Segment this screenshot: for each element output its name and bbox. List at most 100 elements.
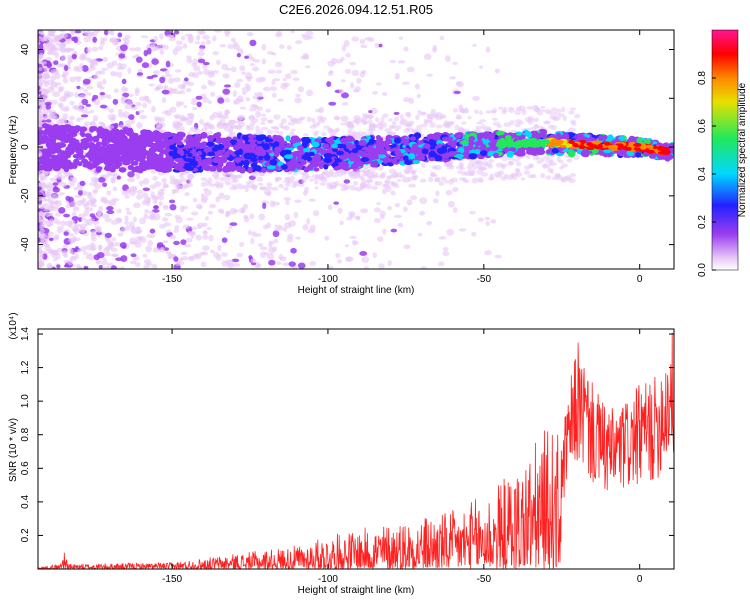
noise-speckle — [244, 83, 250, 88]
noise-speckle — [255, 110, 262, 118]
noise-speckle — [282, 262, 290, 267]
signal-blob — [313, 167, 320, 172]
noise-speckle — [190, 211, 199, 216]
noise-speckle — [315, 175, 320, 180]
noise-speckle — [366, 128, 374, 133]
noise-speckle — [76, 185, 83, 191]
noise-speckle — [79, 226, 86, 234]
noise-speckle — [308, 198, 317, 202]
noise-speckle — [129, 260, 137, 265]
signal-blob — [104, 148, 111, 155]
signal-blob — [94, 159, 104, 164]
signal-blob — [436, 143, 443, 148]
noise-speckle — [421, 111, 427, 116]
noise-speckle — [56, 219, 61, 226]
noise-speckle — [443, 162, 450, 167]
noise-speckle — [235, 120, 244, 124]
signal-blob — [213, 132, 221, 139]
noise-speckle — [471, 177, 479, 184]
signal-blob — [195, 155, 202, 163]
noise-speckle — [282, 78, 287, 82]
noise-speckle — [239, 106, 246, 110]
noise-speckle — [300, 33, 308, 38]
noise-speckle — [64, 47, 73, 52]
noise-speckle — [82, 78, 91, 85]
noise-speckle — [200, 261, 207, 268]
noise-speckle — [119, 227, 126, 233]
noise-speckle — [202, 34, 211, 40]
noise-speckle — [269, 86, 278, 91]
noise-speckle — [337, 207, 343, 214]
noise-speckle — [335, 252, 341, 258]
noise-speckle — [115, 257, 123, 261]
noise-speckle — [423, 53, 432, 61]
signal-blob — [225, 161, 234, 169]
noise-speckle — [247, 124, 255, 131]
noise-speckle — [156, 242, 164, 248]
noise-speckle — [39, 223, 45, 230]
noise-speckle — [104, 232, 112, 238]
noise-speckle — [150, 170, 157, 174]
noise-speckle — [202, 222, 208, 227]
signal-blob — [110, 160, 119, 165]
noise-speckle — [389, 174, 398, 178]
noise-speckle — [340, 115, 349, 122]
noise-speckle — [282, 227, 288, 232]
signal-blob — [79, 154, 86, 160]
noise-speckle — [297, 183, 305, 187]
noise-speckle — [459, 166, 465, 171]
noise-speckle — [274, 227, 281, 232]
signal-blob — [55, 142, 63, 147]
noise-speckle — [56, 225, 65, 230]
noise-speckle — [62, 244, 69, 249]
noise-speckle — [81, 98, 89, 106]
noise-speckle — [38, 81, 44, 87]
noise-speckle — [426, 73, 433, 77]
noise-speckle — [391, 120, 397, 126]
noise-speckle — [74, 92, 80, 98]
noise-speckle — [38, 105, 41, 110]
noise-speckle — [430, 174, 438, 178]
noise-speckle — [399, 174, 406, 179]
noise-speckle — [234, 174, 243, 179]
noise-speckle — [266, 182, 273, 188]
noise-speckle — [508, 108, 515, 114]
noise-speckle — [407, 176, 412, 183]
noise-speckle — [276, 261, 282, 265]
noise-speckle — [391, 124, 398, 129]
noise-speckle — [452, 187, 459, 193]
noise-speckle — [117, 71, 123, 78]
signal-blob — [323, 152, 333, 159]
signal-blob — [116, 130, 123, 135]
noise-speckle — [307, 229, 316, 234]
signal-blob — [597, 135, 605, 142]
noise-speckle — [117, 108, 123, 114]
noise-speckle — [342, 184, 351, 189]
signal-blob — [158, 161, 164, 168]
noise-speckle — [348, 170, 356, 176]
noise-speckle — [69, 233, 75, 237]
noise-speckle — [79, 180, 86, 187]
noise-speckle — [532, 117, 540, 123]
signal-blob — [192, 140, 201, 148]
noise-speckle — [246, 32, 254, 37]
noise-speckle — [75, 65, 84, 73]
noise-speckle — [204, 189, 212, 197]
noise-speckle — [198, 118, 205, 125]
noise-speckle — [467, 168, 476, 174]
noise-speckle — [102, 78, 107, 85]
noise-speckle — [52, 99, 58, 105]
noise-speckle — [47, 86, 55, 93]
noise-speckle — [257, 243, 264, 248]
signal-blob — [211, 146, 219, 152]
noise-speckle — [488, 158, 495, 164]
noise-speckle — [286, 45, 292, 50]
signal-blob — [196, 137, 202, 142]
noise-speckle — [147, 47, 152, 55]
noise-speckle — [104, 200, 110, 205]
noise-speckle — [366, 183, 372, 190]
noise-speckle — [69, 100, 75, 106]
noise-speckle — [442, 247, 449, 252]
noise-speckle — [376, 236, 384, 242]
noise-speckle — [47, 197, 54, 204]
